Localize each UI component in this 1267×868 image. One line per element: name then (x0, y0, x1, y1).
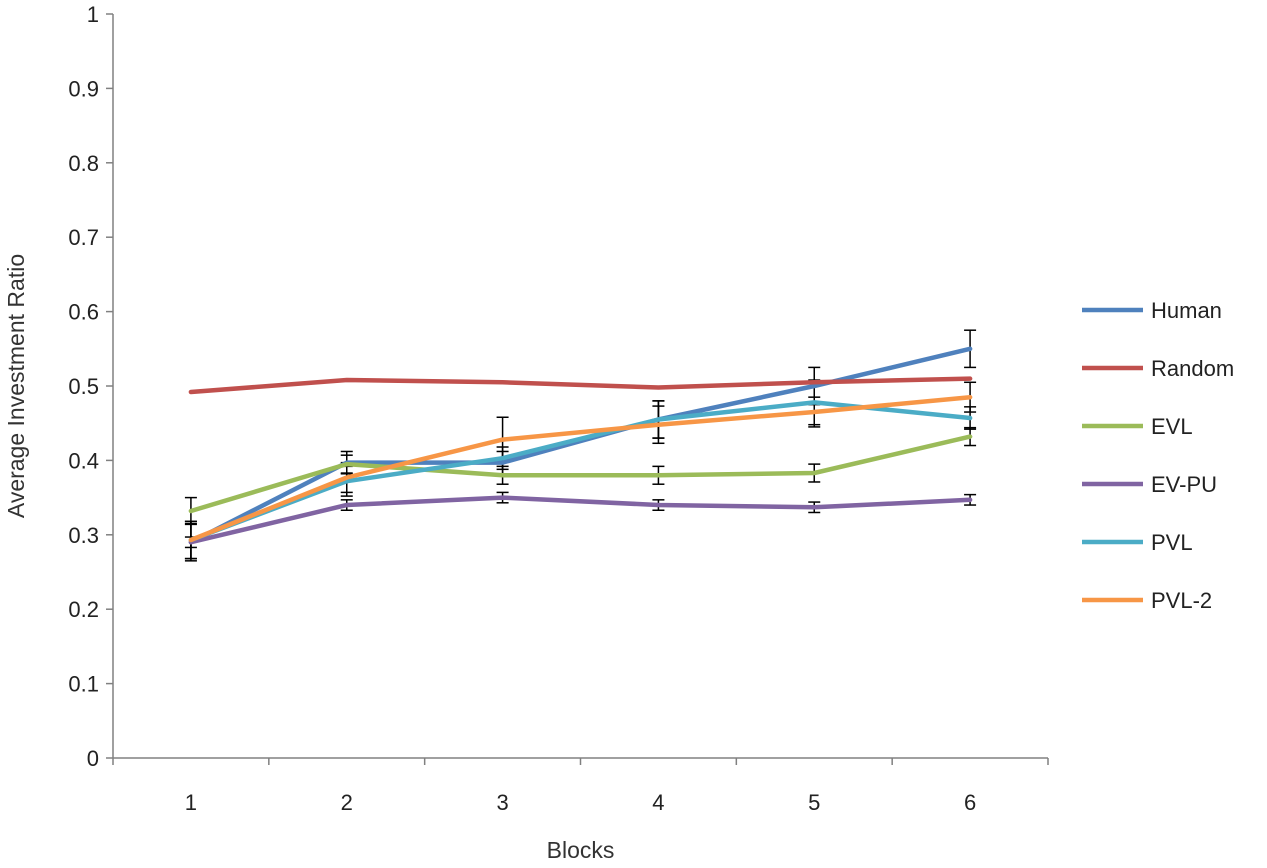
x-tick-label: 2 (341, 790, 353, 815)
series-line-evl (188, 434, 973, 514)
x-tick-label: 3 (496, 790, 508, 815)
legend-label-human: Human (1151, 298, 1222, 323)
x-tick-label: 1 (185, 790, 197, 815)
series-line-pvl-2 (188, 394, 973, 543)
y-tick-label: 0.8 (68, 151, 99, 176)
y-tick-label: 0.4 (68, 448, 99, 473)
y-tick-label: 0 (87, 746, 99, 771)
y-tick-label: 0.6 (68, 300, 99, 325)
series-line-ev-pu (188, 495, 973, 545)
series-lines (188, 346, 973, 545)
error-bars (184, 329, 977, 562)
y-tick-label: 0.5 (68, 374, 99, 399)
legend-label-pvl: PVL (1151, 530, 1193, 555)
legend-label-ev-pu: EV-PU (1151, 472, 1217, 497)
legend-label-pvl-2: PVL-2 (1151, 588, 1212, 613)
chart-axes: 0 0.1 0.2 0.3 0.4 0.5 0.6 0.7 0.8 0.9 1 1 2 3 4 5 6 (68, 2, 1049, 815)
x-axis-title: Blocks (547, 837, 615, 863)
legend-label-random: Random (1151, 356, 1234, 381)
x-tick-label: 4 (652, 790, 664, 815)
y-tick-label: 0.7 (68, 225, 99, 250)
series-line-random (188, 376, 973, 395)
y-tick-label: 0.3 (68, 523, 99, 548)
y-axis-title: Average Investment Ratio (3, 254, 29, 518)
x-tick-label: 6 (964, 790, 976, 815)
y-tick-label: 1 (87, 2, 99, 27)
series-line-pvl (188, 400, 973, 543)
chart-legend: Human Random EVL EV-PU PVL PVL-2 (1082, 298, 1234, 613)
legend-label-evl: EVL (1151, 414, 1193, 439)
x-tick-label: 5 (808, 790, 820, 815)
y-tick-label: 0.9 (68, 76, 99, 101)
y-tick-label: 0.2 (68, 597, 99, 622)
y-tick-label: 0.1 (68, 672, 99, 697)
